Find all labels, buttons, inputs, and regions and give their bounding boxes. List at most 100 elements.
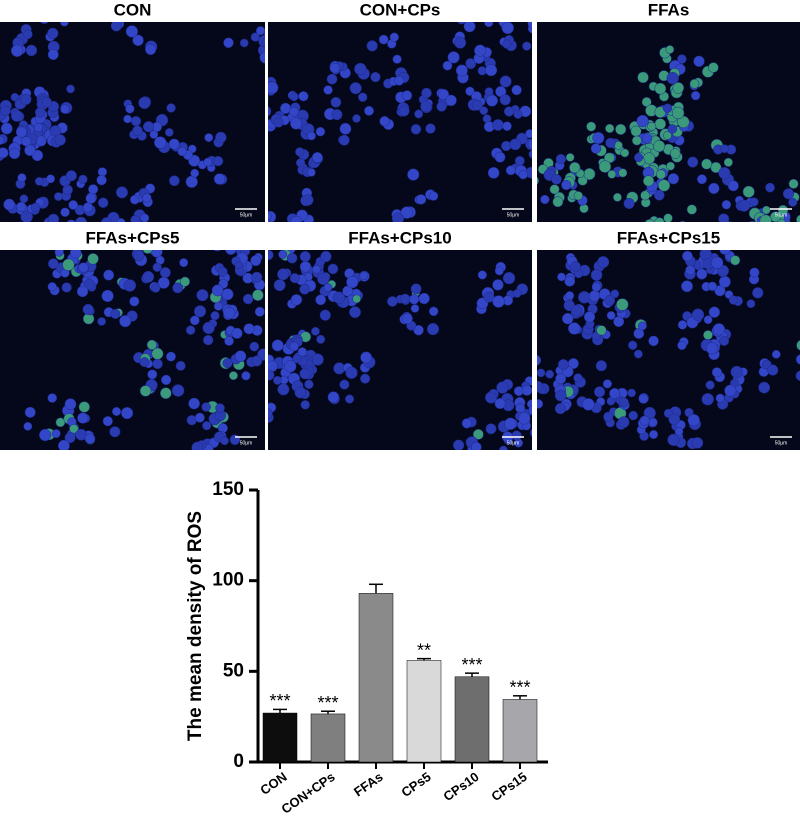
cell (214, 174, 225, 185)
cell (497, 382, 509, 394)
cell (513, 451, 521, 459)
cell (308, 228, 319, 239)
cell (151, 283, 160, 292)
cell (266, 82, 278, 94)
cell (330, 63, 340, 73)
cell (77, 286, 88, 297)
cell (180, 277, 189, 286)
cell (671, 454, 680, 463)
cell (256, 226, 266, 236)
cell (269, 235, 281, 247)
cell (130, 297, 140, 307)
cell (79, 175, 88, 184)
cell (742, 223, 751, 232)
cell (713, 323, 725, 335)
bar (503, 699, 537, 762)
panel-title: FFAs+CPs15 (617, 228, 720, 247)
cell (202, 403, 211, 412)
cell (340, 380, 350, 390)
cell (290, 118, 302, 130)
cell (299, 91, 309, 101)
cell (584, 311, 595, 322)
cell (143, 121, 154, 132)
cell (65, 464, 75, 474)
cell (83, 203, 93, 213)
cell (176, 361, 185, 370)
cell (328, 392, 339, 403)
cell (690, 79, 699, 88)
cell (729, 296, 738, 305)
cell (394, 76, 403, 85)
cell (126, 105, 135, 114)
cell (472, 100, 482, 110)
cell (47, 28, 58, 39)
cell (429, 307, 438, 316)
cell (478, 271, 487, 280)
cell (145, 44, 156, 55)
cell (296, 158, 305, 167)
cell (638, 322, 646, 330)
cell (488, 167, 499, 178)
cell (132, 126, 142, 136)
cell (765, 183, 774, 192)
cell (230, 435, 240, 445)
cell (103, 416, 113, 426)
cell (672, 107, 684, 119)
cell (84, 452, 94, 462)
cell (215, 132, 226, 143)
cell (48, 49, 58, 59)
cell (702, 393, 714, 405)
cell (34, 123, 43, 132)
cell (402, 91, 412, 101)
cell (536, 4, 544, 12)
cell (446, 95, 457, 106)
cell (411, 304, 419, 312)
cell (172, 385, 184, 397)
cell (457, 15, 466, 24)
cell (411, 284, 421, 294)
cell (274, 279, 285, 290)
x-tick-label: CPs10 (441, 769, 482, 804)
cell (731, 366, 743, 378)
cell (36, 136, 46, 146)
cell (614, 141, 622, 149)
cell (140, 214, 149, 223)
cell (364, 106, 373, 115)
cell (692, 309, 704, 321)
cell (528, 140, 537, 149)
cell (211, 239, 223, 251)
cell (668, 125, 677, 134)
cell (307, 168, 315, 176)
cell (153, 359, 163, 369)
cell (597, 325, 607, 335)
cell (295, 387, 306, 398)
cell (505, 418, 517, 430)
cell (273, 376, 281, 384)
cell (379, 35, 388, 44)
micrograph: 50μm (241, 226, 557, 475)
cell (11, 110, 22, 121)
cell (98, 198, 108, 208)
cell (85, 434, 95, 444)
bar (407, 660, 441, 762)
cell (169, 176, 179, 186)
cell (65, 399, 76, 410)
cell (537, 369, 545, 377)
cell (290, 273, 300, 283)
cell (522, 0, 534, 11)
cell (166, 352, 175, 361)
cell (139, 97, 151, 109)
cell (570, 261, 580, 271)
cell (48, 214, 59, 225)
cell (746, 221, 758, 233)
cell (262, 230, 271, 239)
x-tick-label: CPs5 (398, 769, 433, 800)
cell (486, 95, 497, 106)
cell (591, 144, 601, 154)
bar (263, 713, 297, 762)
bar (359, 593, 393, 762)
cell (130, 195, 139, 204)
cell (21, 94, 32, 105)
cell (464, 21, 475, 32)
